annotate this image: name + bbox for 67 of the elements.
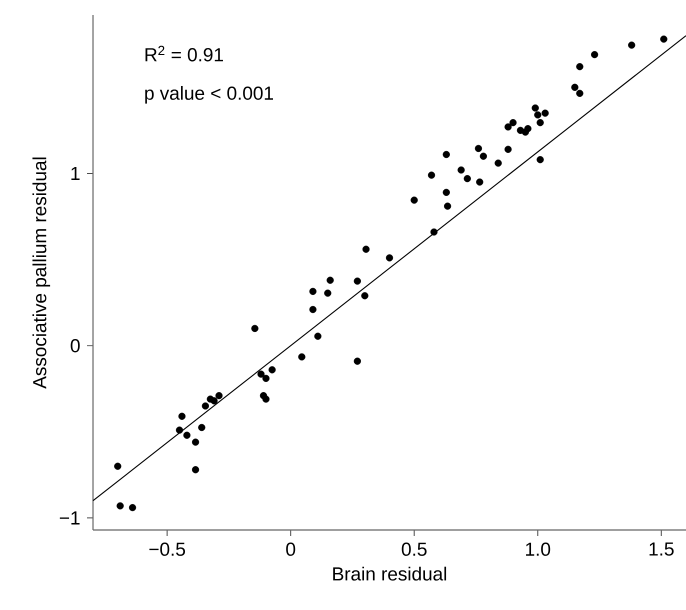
annotation: p value < 0.001 [145, 86, 274, 104]
point [430, 228, 438, 236]
point [192, 466, 200, 474]
point [326, 276, 334, 284]
point [114, 462, 122, 470]
point [504, 123, 512, 131]
point [298, 353, 306, 360]
point [571, 84, 578, 91]
point [116, 502, 124, 510]
point [183, 432, 190, 439]
x-tick-label: 0 [286, 542, 296, 556]
point [494, 160, 502, 167]
point [474, 144, 482, 152]
point [576, 63, 584, 70]
point [128, 504, 136, 512]
y-tick-label: 0 [70, 338, 80, 352]
point [354, 358, 361, 365]
point [534, 111, 542, 118]
point [428, 172, 436, 179]
point [210, 397, 218, 404]
point [309, 288, 316, 296]
point [576, 90, 584, 97]
point [354, 278, 361, 285]
x-tick-label: 1.5 [650, 542, 674, 556]
point [178, 412, 186, 420]
annotation: R$^{2}$ = 0.91 [146, 46, 223, 62]
point [536, 156, 544, 164]
point [176, 426, 184, 434]
point [257, 370, 265, 378]
x-tick-label: 0.5 [402, 542, 427, 556]
point [458, 166, 465, 174]
point [532, 104, 539, 112]
point [504, 146, 512, 153]
point [268, 366, 276, 374]
point [542, 110, 549, 117]
point [262, 395, 270, 403]
y-tick-label: 1 [71, 166, 80, 180]
point [198, 424, 206, 432]
point [251, 324, 258, 332]
x-tick-label: −0.5 [149, 542, 186, 556]
point [660, 36, 668, 43]
point [202, 402, 210, 410]
point [362, 246, 370, 253]
point [464, 175, 471, 182]
point [410, 196, 418, 204]
y-axis-title: Associative pallium residual [32, 158, 50, 389]
point [309, 306, 316, 314]
y-tick-label: −1 [60, 511, 80, 524]
point [480, 152, 487, 160]
point [324, 290, 332, 297]
point [361, 292, 368, 300]
point [442, 188, 450, 196]
x-axis-title: Brain residual [333, 566, 446, 581]
point [444, 202, 452, 210]
point [442, 150, 450, 158]
point [476, 178, 484, 186]
point [314, 332, 322, 340]
point [524, 125, 532, 132]
point [591, 51, 598, 58]
point [536, 119, 544, 126]
point [386, 254, 394, 262]
point [192, 438, 200, 446]
x-tick-label: 1.0 [526, 542, 550, 556]
point [262, 374, 270, 382]
point [509, 119, 517, 126]
point [628, 42, 636, 49]
point [215, 392, 223, 400]
